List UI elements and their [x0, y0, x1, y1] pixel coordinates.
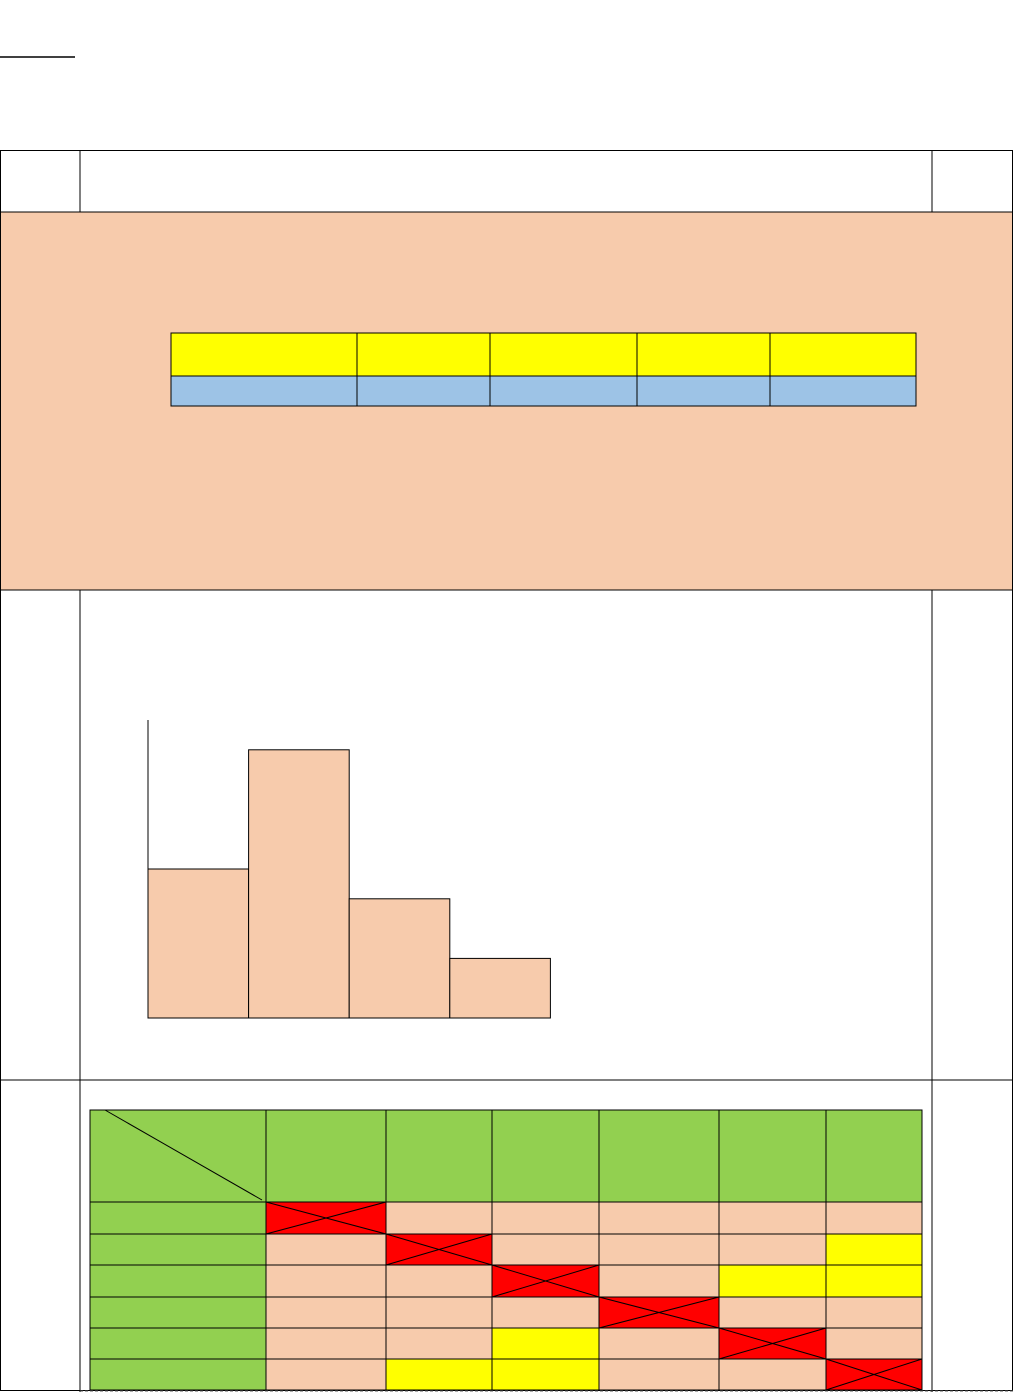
header-cell [598, 1109, 720, 1203]
cell [385, 1201, 493, 1235]
cross [265, 1201, 387, 1235]
cross [598, 1296, 720, 1329]
cell [265, 1327, 387, 1360]
cell [598, 1327, 720, 1360]
cell [385, 1296, 493, 1329]
header-cell [385, 1109, 493, 1203]
header-cell [265, 1109, 387, 1203]
header-cell [718, 1109, 827, 1203]
cell [385, 1264, 493, 1298]
cell [598, 1358, 720, 1391]
cell [265, 1233, 387, 1266]
cell [718, 1296, 827, 1329]
cell [265, 1296, 387, 1329]
cell [598, 1233, 720, 1266]
cell [718, 1264, 827, 1298]
cross [385, 1233, 493, 1266]
grid-table [89, 1109, 923, 1391]
cross [718, 1327, 827, 1360]
row-header-cell [89, 1201, 267, 1235]
row-header-cell [89, 1233, 267, 1266]
row-header-cell [89, 1327, 267, 1360]
cell [718, 1201, 827, 1235]
cell [598, 1201, 720, 1235]
cell [265, 1358, 387, 1391]
yellow-row [170, 332, 917, 377]
cell [385, 1358, 493, 1391]
row-header-cell [89, 1358, 267, 1391]
cell [718, 1358, 827, 1391]
color-table [170, 332, 917, 407]
cell [491, 1296, 600, 1329]
bar [248, 749, 350, 1019]
cross [825, 1358, 923, 1391]
header-cell [491, 1109, 600, 1203]
cell [491, 1233, 600, 1266]
cell [825, 1201, 923, 1235]
cell [825, 1233, 923, 1266]
bar [348, 898, 451, 1019]
header-cell [825, 1109, 923, 1203]
row-header-cell [89, 1296, 267, 1329]
header-cell [89, 1109, 267, 1203]
cell [491, 1358, 600, 1391]
cell [491, 1201, 600, 1235]
cell [491, 1327, 600, 1360]
cell [825, 1327, 923, 1360]
bar [147, 868, 250, 1019]
cell [598, 1264, 720, 1298]
bar [449, 957, 551, 1019]
cell [265, 1264, 387, 1298]
cell [825, 1296, 923, 1329]
cross [491, 1264, 600, 1298]
row-header-cell [89, 1264, 267, 1298]
cell [718, 1233, 827, 1266]
cell [825, 1264, 923, 1298]
blue-row [170, 375, 917, 407]
diagonal [104, 1109, 263, 1201]
cell [385, 1327, 493, 1360]
